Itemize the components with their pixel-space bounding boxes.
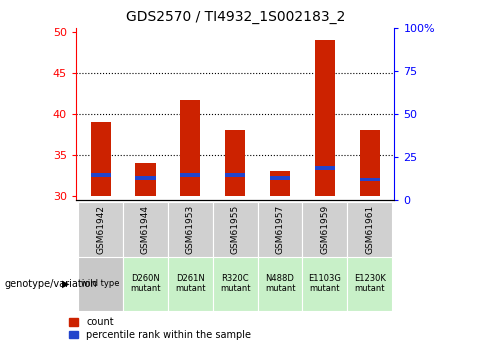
Bar [213,202,258,257]
Bar [270,176,290,179]
Text: genotype/variation: genotype/variation [5,279,98,289]
Text: GSM61944: GSM61944 [141,205,150,254]
Bar [225,130,245,196]
Bar [302,202,347,257]
Bar [135,163,156,196]
Text: D261N
mutant: D261N mutant [175,274,206,294]
Bar [213,257,258,310]
Text: ▶: ▶ [62,279,69,289]
Text: GSM61955: GSM61955 [231,205,240,254]
Bar [347,202,392,257]
Bar [302,257,347,310]
Text: GSM61961: GSM61961 [365,205,374,254]
Bar [135,176,156,179]
Bar [315,166,335,170]
Bar [360,130,380,196]
Bar [180,174,200,177]
Bar [168,202,213,257]
Text: GSM61953: GSM61953 [186,205,195,254]
Bar [123,257,168,310]
Text: GSM61942: GSM61942 [96,205,105,254]
Text: R320C
mutant: R320C mutant [220,274,250,294]
Text: D260N
mutant: D260N mutant [130,274,161,294]
Text: E1230K
mutant: E1230K mutant [354,274,386,294]
Bar [258,257,302,310]
Title: GDS2570 / TI4932_1S002183_2: GDS2570 / TI4932_1S002183_2 [125,10,345,24]
Bar [270,171,290,196]
Text: N488D
mutant: N488D mutant [265,274,295,294]
Bar [347,257,392,310]
Bar [360,178,380,181]
Text: GSM61957: GSM61957 [275,205,285,254]
Bar [78,202,123,257]
Text: E1103G
mutant: E1103G mutant [309,274,342,294]
Bar [258,202,302,257]
Bar [315,40,335,196]
Bar [168,257,213,310]
Bar [225,174,245,177]
Bar [78,257,123,310]
Text: GSM61959: GSM61959 [320,205,329,254]
Bar [123,202,168,257]
Bar [91,174,111,177]
Legend: count, percentile rank within the sample: count, percentile rank within the sample [69,317,251,340]
Bar [180,100,200,196]
Bar [91,122,111,196]
Text: wild type: wild type [81,279,120,288]
